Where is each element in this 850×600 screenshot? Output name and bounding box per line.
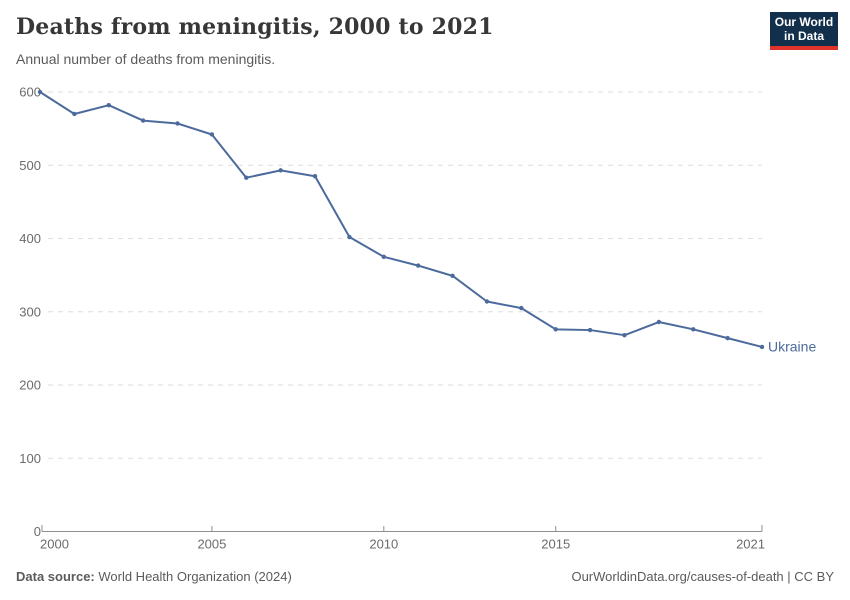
y-tick-label-100: 100 (19, 451, 41, 466)
data-point-ukraine-2010[interactable] (381, 254, 387, 260)
data-point-ukraine-2007[interactable] (278, 168, 283, 173)
y-tick-label-0: 0 (34, 524, 41, 539)
owid-logo-line2: in Data (783, 29, 824, 43)
data-point-ukraine-2000[interactable] (37, 89, 43, 95)
x-tick-label-2015: 2015 (541, 537, 570, 552)
data-point-ukraine-2018[interactable] (656, 319, 662, 325)
owid-logo-line1: Our World (774, 15, 834, 29)
data-point-ukraine-2017[interactable] (622, 332, 627, 338)
data-point-ukraine-2002[interactable] (106, 102, 111, 108)
data-point-ukraine-2021[interactable] (759, 344, 765, 350)
chart-subtitle: Annual number of deaths from meningitis. (16, 51, 276, 67)
owid-logo[interactable]: Our World in Data (770, 12, 838, 50)
data-point-ukraine-2005[interactable] (209, 132, 215, 137)
data-point-ukraine-2013[interactable] (484, 299, 490, 304)
series-line-ukraine[interactable] (39, 91, 763, 348)
data-source-label: Data source: (16, 569, 95, 584)
x-tick-label-2010: 2010 (369, 537, 398, 552)
series-label-ukraine[interactable]: Ukraine (768, 338, 816, 354)
data-point-ukraine-2015[interactable] (553, 327, 558, 332)
y-tick-label-300: 300 (19, 304, 41, 319)
data-point-ukraine-2019[interactable] (691, 327, 696, 332)
y-tick-label-400: 400 (19, 231, 41, 246)
data-point-ukraine-2001[interactable] (72, 111, 77, 117)
data-point-ukraine-2011[interactable] (415, 263, 421, 268)
data-point-ukraine-2006[interactable] (244, 175, 249, 180)
x-tick-label-2005: 2005 (197, 537, 226, 552)
chart-title: Deaths from meningitis, 2000 to 2021 (16, 14, 494, 40)
y-tick-label-200: 200 (19, 378, 41, 393)
data-point-ukraine-2008[interactable] (312, 174, 318, 179)
x-tick-label-2021: 2021 (736, 537, 765, 552)
data-point-ukraine-2016[interactable] (587, 327, 593, 333)
footer-link[interactable]: OurWorldinData.org/causes-of-death | CC … (571, 569, 834, 584)
data-point-ukraine-2014[interactable] (519, 305, 524, 311)
data-source-value: World Health Organization (2024) (94, 569, 292, 584)
data-source: Data source: World Health Organization (… (16, 569, 292, 584)
data-point-ukraine-2012[interactable] (450, 273, 455, 279)
data-point-ukraine-2004[interactable] (175, 121, 180, 126)
data-point-ukraine-2003[interactable] (140, 118, 146, 123)
chart-footer: Data source: World Health Organization (… (16, 569, 834, 584)
data-point-ukraine-2009[interactable] (347, 234, 352, 240)
y-tick-label-600: 600 (19, 85, 41, 100)
x-tick-label-2000: 2000 (40, 537, 69, 552)
data-point-ukraine-2020[interactable] (725, 335, 730, 341)
y-tick-label-500: 500 (19, 158, 41, 173)
